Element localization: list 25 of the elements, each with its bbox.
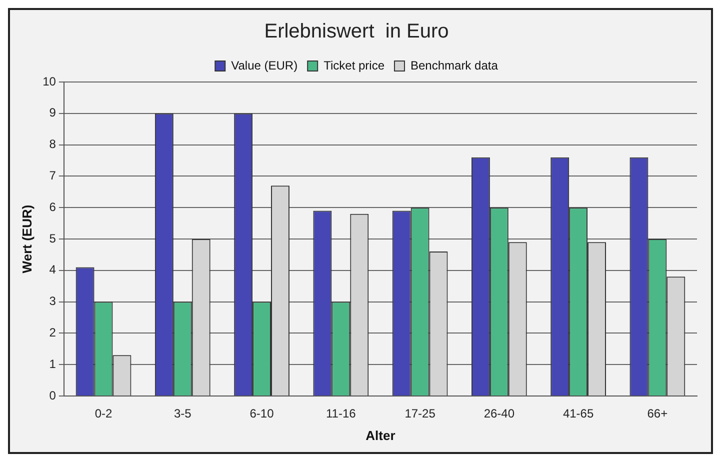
x-tick-label: 17-25 <box>404 406 436 421</box>
x-tick-label: 0-2 <box>94 406 113 421</box>
y-tick-label: 4 <box>49 262 56 277</box>
y-tick-label: 6 <box>49 200 56 214</box>
x-tick-label: 3-5 <box>174 406 192 421</box>
x-tick-label: 6-10 <box>250 406 274 421</box>
y-tick-label: 3 <box>49 294 56 308</box>
x-tick-label: 66+ <box>647 406 668 421</box>
x-tick-label: 11-16 <box>326 406 356 421</box>
y-tick-label: 1 <box>49 356 56 371</box>
y-tick-label: 8 <box>49 137 56 152</box>
legend-label: Ticket price <box>324 58 385 72</box>
y-tick-label: 0 <box>49 388 56 402</box>
y-tick-label: 5 <box>49 231 56 246</box>
y-tick-label: 9 <box>49 106 56 120</box>
x-tick-label: 26-40 <box>484 406 515 421</box>
y-tick-label: 7 <box>49 168 56 183</box>
y-tick-label: 10 <box>42 74 56 88</box>
x-axis-title: Alter <box>366 428 396 443</box>
y-axis-title: Wert (EUR) <box>19 204 34 274</box>
x-tick-label: 41-65 <box>562 406 594 421</box>
y-tick-label: 2 <box>49 326 56 340</box>
legend-label: Benchmark data <box>410 58 498 72</box>
legend-label: Value (EUR) <box>231 58 298 72</box>
chart-title: Erlebniswert in Euro <box>264 20 449 43</box>
